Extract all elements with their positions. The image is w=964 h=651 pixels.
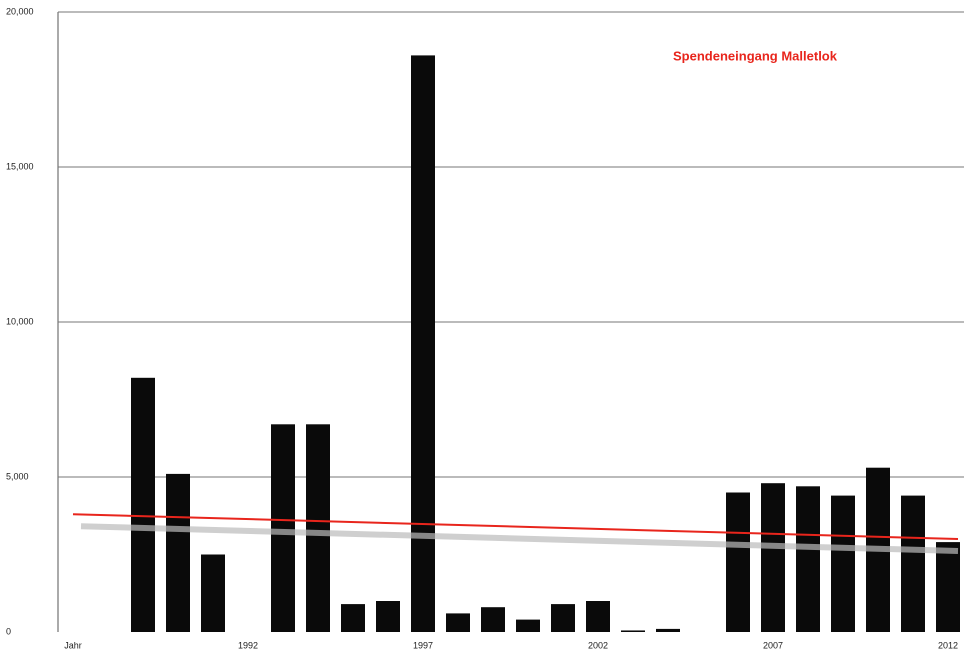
bar — [166, 473, 190, 632]
y-tick-label: 0 — [6, 626, 11, 636]
bar — [376, 601, 400, 632]
bar — [726, 492, 750, 632]
bar — [411, 55, 435, 632]
y-tick-label: 20,000 — [6, 6, 34, 16]
bar — [761, 483, 785, 632]
bar — [656, 628, 680, 632]
y-tick-label: 5,000 — [6, 471, 29, 481]
bar — [341, 604, 365, 632]
trend-line — [72, 513, 959, 540]
x-tick-label: 2007 — [763, 640, 783, 650]
bar — [621, 630, 645, 632]
bar — [551, 604, 575, 632]
x-tick-label: 1992 — [238, 640, 258, 650]
y-tick-label: 10,000 — [6, 316, 34, 326]
bar — [586, 601, 610, 632]
chart-title: Spendeneingang Malletlok — [673, 48, 838, 63]
x-tick-label: 1997 — [413, 640, 433, 650]
bar — [271, 424, 295, 632]
bar — [831, 495, 855, 632]
bar — [901, 495, 925, 632]
bar — [446, 613, 470, 632]
bar — [796, 486, 820, 632]
bar — [481, 607, 505, 632]
y-tick-label: 15,000 — [6, 161, 34, 171]
bar — [936, 542, 960, 632]
x-tick-label: Jahr — [64, 640, 82, 650]
bar — [306, 424, 330, 632]
bar — [516, 619, 540, 632]
trend-shadow — [80, 523, 959, 554]
bar — [201, 554, 225, 632]
x-tick-label: 2002 — [588, 640, 608, 650]
bar — [131, 377, 155, 632]
x-tick-label: 2012 — [938, 640, 958, 650]
